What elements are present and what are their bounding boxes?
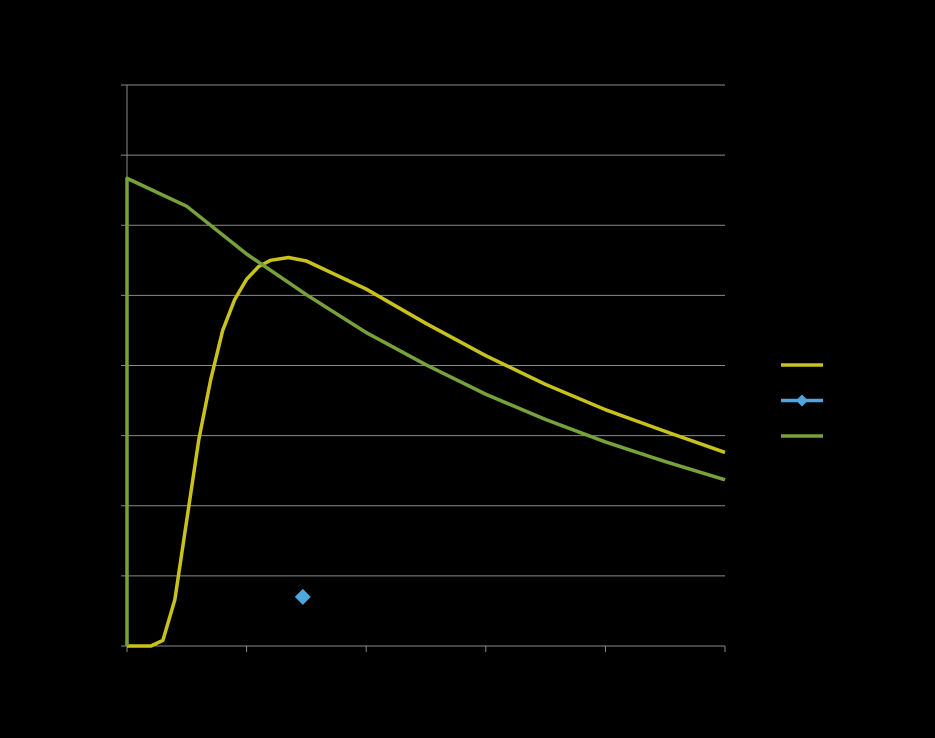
marker <box>294 588 311 605</box>
series-line <box>127 255 726 648</box>
legend-marker <box>796 394 808 407</box>
series-line <box>125 176 726 646</box>
